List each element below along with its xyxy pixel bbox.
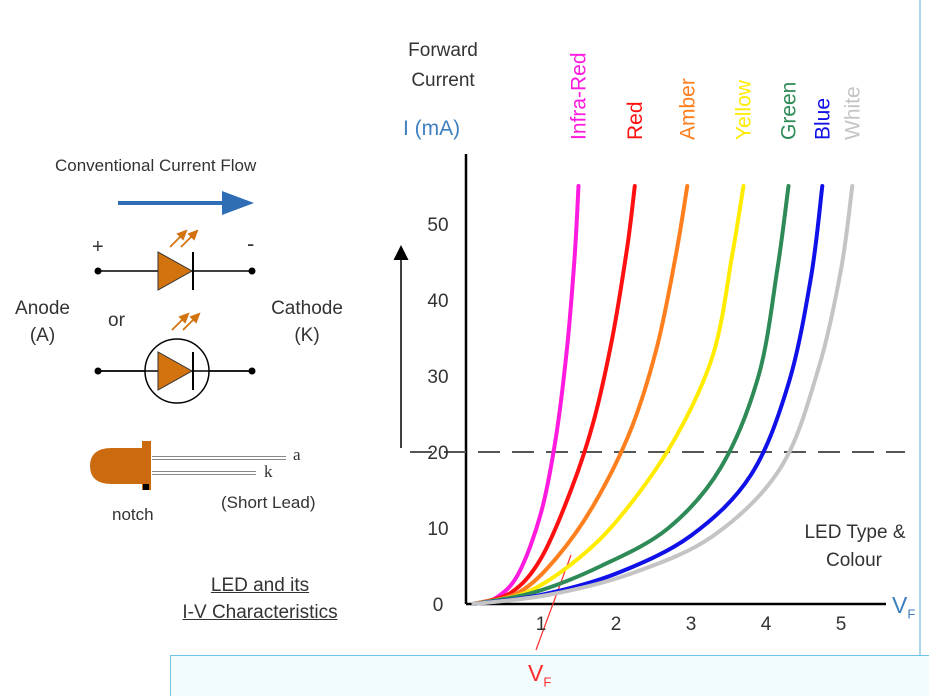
y-tick-label: 20 — [427, 443, 448, 464]
caption-line2: I-V Characteristics — [182, 602, 338, 623]
vf-marker-sub: F — [543, 674, 552, 690]
anode-label: Anode — [15, 298, 70, 319]
bottom-panel — [170, 655, 929, 696]
y-tick-label: 30 — [427, 367, 448, 388]
led-symbol — [94, 229, 256, 291]
label-red: Red — [624, 101, 647, 140]
lead-a-label: a — [293, 445, 301, 464]
curve-green — [471, 184, 791, 606]
right-edge-border — [919, 0, 931, 696]
iv-curves — [471, 184, 855, 606]
or-label: or — [108, 310, 125, 331]
y-tick-label: 50 — [427, 215, 448, 236]
x-axis-vf: VF — [892, 592, 915, 622]
x-tick-label: 2 — [611, 614, 622, 635]
y-unit: I (mA) — [403, 117, 461, 140]
vf-marker-v: V — [528, 660, 544, 686]
curve-red — [471, 184, 637, 606]
y-tick-labels: 0 10 20 30 40 50 — [427, 215, 448, 616]
flow-label: Conventional Current Flow — [55, 156, 257, 175]
label-yellow: Yellow — [733, 79, 756, 140]
label-infra-red: Infra-Red — [568, 52, 591, 140]
curve-labels: Infra-Red Red Amber Yellow Green Blue White — [568, 52, 865, 140]
curve-amber — [471, 184, 690, 606]
label-amber: Amber — [676, 78, 699, 140]
notch-marker — [143, 484, 149, 490]
led-physical — [90, 441, 286, 490]
y-tick-label: 10 — [427, 519, 448, 540]
x-tick-labels: 1 2 3 4 5 — [536, 614, 847, 635]
lead-k-label: k — [264, 462, 273, 481]
light-emission-icon — [171, 312, 201, 331]
anode-abbrev: (A) — [29, 325, 56, 346]
curve-yellow — [471, 184, 746, 606]
x-axis-v: V — [892, 592, 908, 618]
x-tick-label: 5 — [836, 614, 847, 635]
light-emission-icon — [169, 229, 199, 248]
label-green: Green — [778, 82, 801, 140]
colour-label: Colour — [826, 550, 882, 571]
chart-axes — [393, 154, 905, 651]
led-symbol-circle — [94, 312, 256, 404]
curve-white — [471, 184, 855, 606]
minus-sign: - — [247, 231, 255, 256]
cathode-label: Cathode — [271, 298, 343, 319]
short-lead-label: (Short Lead) — [221, 493, 316, 512]
curve-infra-red — [471, 184, 581, 606]
y-title-forward: Forward — [408, 40, 478, 61]
y-title-current: Current — [411, 70, 475, 91]
x-tick-label: 4 — [761, 614, 772, 635]
vf-marker-label: VF — [528, 660, 551, 690]
label-white: White — [841, 86, 864, 140]
caption-line1: LED and its — [210, 575, 310, 596]
y-tick-label: 40 — [427, 291, 448, 312]
x-axis-sub: F — [907, 606, 916, 622]
y-tick-label: 0 — [433, 595, 444, 616]
flow-arrow — [118, 191, 254, 215]
cathode-abbrev: (K) — [294, 325, 320, 346]
notch-label: notch — [112, 505, 154, 524]
label-blue: Blue — [811, 98, 834, 140]
led-type-label: LED Type & — [804, 522, 906, 543]
x-tick-label: 1 — [536, 614, 547, 635]
plus-sign: + — [92, 236, 104, 258]
x-tick-label: 3 — [686, 614, 697, 635]
